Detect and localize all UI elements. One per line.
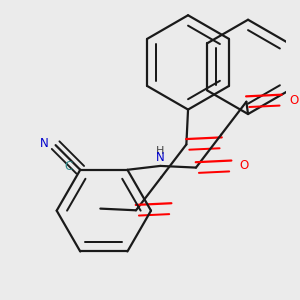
Text: N: N xyxy=(156,151,165,164)
Text: H: H xyxy=(156,146,164,157)
Text: O: O xyxy=(290,94,298,106)
Text: N: N xyxy=(39,136,48,150)
Text: C: C xyxy=(64,160,73,173)
Text: O: O xyxy=(239,159,248,172)
